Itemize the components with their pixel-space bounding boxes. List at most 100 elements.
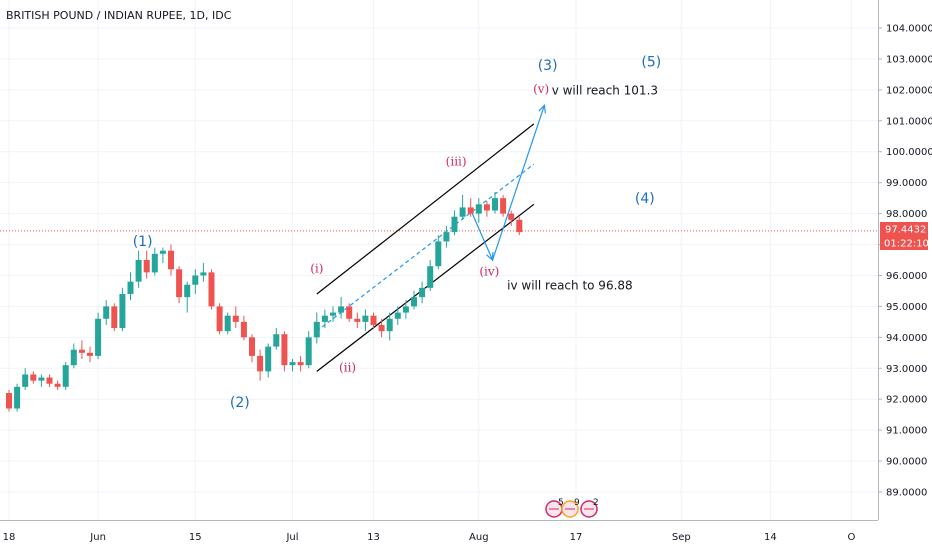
candle-body-24 (200, 272, 207, 276)
candle-body-9 (78, 349, 85, 353)
candle-body-3 (30, 374, 37, 381)
candle-body-58 (475, 204, 482, 214)
current-price-marker: 97.4432 01:22:10 (880, 222, 929, 250)
candle-body-54 (443, 232, 450, 242)
channel-lower-line (316, 203, 535, 372)
candle-body-8 (70, 349, 77, 366)
projection-arrow-up (538, 104, 547, 114)
channel-upper-line (316, 123, 535, 295)
candle-body-32 (265, 346, 272, 372)
candle-body-28 (232, 315, 239, 322)
wave-label-4: (5) (641, 55, 661, 71)
event-badge-count-1: 9 (574, 498, 580, 508)
candle-body-35 (289, 362, 296, 366)
candle-body-61 (500, 198, 507, 214)
candle-body-22 (184, 284, 191, 298)
current-price-badge (880, 222, 928, 236)
candle-body-1 (14, 386, 21, 409)
target-note-1: iv will reach to 96.88 (507, 278, 633, 292)
date-tick-label-0: 18 (3, 532, 16, 543)
price-tick-label-4: 100.0000 (886, 147, 932, 158)
date-tick-label-2: 15 (189, 532, 202, 543)
candle-body-43 (354, 318, 361, 322)
candle-body-15 (127, 281, 134, 295)
wave-label-9: (v) (533, 82, 549, 96)
event-badge-count-0: 5 (558, 498, 564, 508)
candle-body-36 (297, 362, 304, 366)
candle-body-48 (394, 312, 401, 319)
candle-body-40 (330, 312, 336, 316)
candle-body-5 (46, 377, 53, 384)
candle-body-38 (313, 321, 320, 338)
candle-body-59 (483, 204, 490, 211)
candle-body-60 (492, 198, 498, 211)
candle-body-55 (451, 216, 458, 233)
price-tick-label-3: 101.0000 (886, 116, 932, 127)
wave-label-1: (2) (230, 395, 250, 411)
channel-mid-line (316, 163, 535, 332)
candle-body-37 (305, 337, 312, 366)
candle-body-39 (321, 315, 328, 322)
wave-label-3: (4) (635, 191, 655, 207)
candle-body-63 (516, 219, 523, 233)
price-tick-label-15: 89.0000 (886, 488, 927, 499)
candle-body-6 (54, 383, 61, 387)
wave-label-2: (3) (538, 58, 558, 74)
price-tick-label-11: 93.0000 (886, 364, 927, 375)
price-tick-label-8: 96.0000 (886, 271, 927, 282)
countdown-badge (880, 236, 928, 250)
candle-body-10 (87, 352, 93, 356)
price-tick-label-9: 95.0000 (886, 302, 927, 313)
price-channel (316, 104, 547, 372)
candle-body-27 (224, 315, 231, 332)
price-axis[interactable]: 104.0000 103.0000 102.0000 101.0000 100.0000… (878, 24, 932, 499)
candle-body-46 (378, 324, 385, 332)
price-tick-label-0: 104.0000 (886, 24, 932, 35)
candle-body-62 (508, 213, 515, 220)
annotations: (1) (2) (3) (4) (5) (i) (ii) (iii) (iv) (v) v will… (133, 55, 662, 411)
candle-body-20 (168, 250, 174, 270)
candle-body-44 (362, 315, 369, 322)
candle-body-17 (143, 260, 150, 273)
date-tick-label-8: 14 (764, 532, 777, 543)
candle-body-47 (386, 318, 393, 332)
candle-body-33 (273, 334, 280, 347)
wave-label-5: (i) (310, 261, 323, 275)
countdown-label: 01:22:10 (884, 239, 929, 250)
price-tick-label-1: 103.0000 (886, 54, 932, 65)
candle-body-34 (281, 334, 288, 366)
candle-body-12 (103, 306, 110, 319)
candle-body-41 (338, 306, 345, 313)
candle-body-42 (346, 306, 353, 319)
date-tick-label-3: Jul (285, 532, 298, 543)
candle-body-45 (370, 315, 377, 325)
price-tick-label-2: 102.0000 (886, 85, 932, 96)
candle-body-25 (208, 272, 215, 307)
candle-body-26 (216, 306, 223, 332)
date-tick-label-9: O (847, 532, 855, 543)
candle-body-21 (176, 269, 183, 298)
event-badge-count-2: 2 (593, 498, 599, 508)
candle-body-19 (159, 250, 166, 254)
candle-body-16 (135, 260, 142, 282)
price-tick-label-5: 99.0000 (886, 178, 927, 189)
candle-body-50 (411, 297, 417, 307)
date-tick-label-6: 17 (570, 532, 583, 543)
time-axis[interactable]: 18 Jun 15 Jul 13 Aug 17 Sep 14 O (3, 532, 856, 543)
date-tick-label-5: Aug (469, 532, 489, 543)
candle-body-2 (22, 374, 29, 387)
current-price-label: 97.4432 (885, 225, 926, 236)
candle-body-18 (151, 253, 158, 273)
date-tick-label-1: Jun (89, 532, 106, 543)
candle-body-49 (402, 306, 409, 313)
candle-body-23 (192, 275, 199, 285)
price-tick-label-10: 94.0000 (886, 333, 927, 344)
candle-body-29 (240, 321, 247, 338)
date-tick-label-7: Sep (672, 532, 691, 543)
price-tick-label-12: 92.0000 (886, 395, 927, 406)
candle-body-11 (95, 318, 102, 356)
projection-arrow-down (486, 251, 494, 262)
